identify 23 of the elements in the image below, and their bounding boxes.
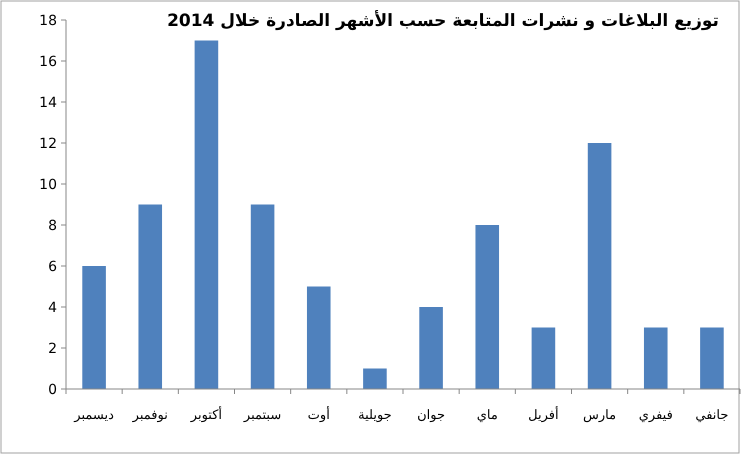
x-tick-label: نوفمبر [132,408,168,423]
x-tick-label: فيفري [638,408,673,423]
x-tick-label: ديسمبر [73,408,114,423]
y-tick-label: 10 [39,177,57,193]
y-tick-label: 0 [48,382,57,398]
y-tick-label: 2 [48,341,57,357]
y-tick-label: 8 [48,218,57,234]
x-tick-label: سبتمبر [242,408,282,423]
y-tick-label: 16 [39,54,58,70]
x-tick-label: ماي [476,408,498,423]
y-tick-label: 14 [39,95,58,111]
x-tick-label: أفريل [528,406,559,423]
x-tick-label: مارس [583,408,616,423]
x-tick-label: جويلية [358,408,392,423]
x-tick-label: أوت [308,406,330,423]
x-tick-label: أكتوبر [190,406,222,423]
chart-title: توزيع البلاغات و نشرات المتابعة حسب الأشهر الصادرة خلال 2014 [167,9,719,31]
x-tick-label: جانفي [695,408,728,423]
y-tick-label: 12 [39,136,57,152]
y-tick-label: 18 [39,13,57,29]
y-tick-label: 6 [48,259,58,275]
y-tick-label: 4 [48,300,58,316]
x-tick-label: جوان [417,408,446,423]
